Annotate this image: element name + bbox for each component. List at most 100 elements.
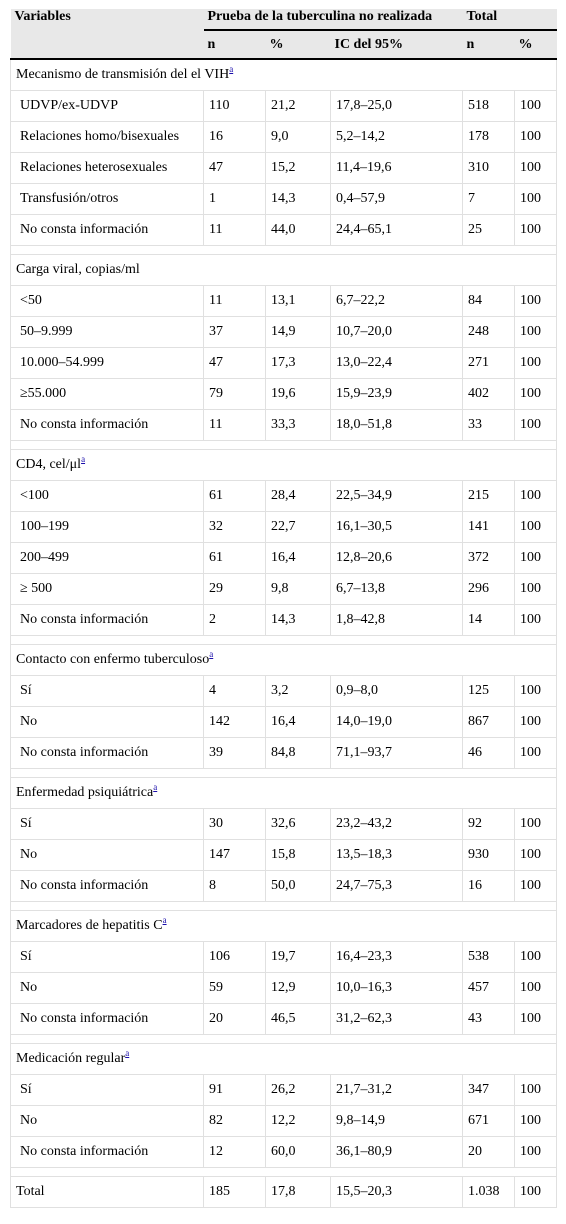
footnote-link[interactable]: a bbox=[209, 649, 214, 660]
row-label: No bbox=[10, 1105, 204, 1137]
spacer-cell bbox=[9, 440, 558, 450]
cell-total-n: 402 bbox=[462, 378, 516, 410]
row-label: No consta información bbox=[10, 1136, 204, 1168]
spacer-cell bbox=[9, 768, 558, 778]
footnote-marker: a bbox=[81, 452, 85, 465]
cell-ic: 18,0–51,8 bbox=[329, 409, 464, 441]
cell-n: 47 bbox=[203, 347, 266, 379]
row-label: ≥ 500 bbox=[10, 573, 204, 605]
table-row: <50 11 13,1 6,7–22,2 84 100 bbox=[10, 285, 558, 317]
cell-ic: 16,4–23,3 bbox=[329, 941, 464, 973]
group-title-text: Contacto con enfermo tuberculoso bbox=[16, 652, 210, 667]
cell-pct: 12,9 bbox=[265, 972, 331, 1004]
row-label: No bbox=[10, 972, 204, 1004]
row-label: Total bbox=[10, 1176, 204, 1208]
row-label: No consta información bbox=[10, 737, 204, 769]
cell-ic: 10,7–20,0 bbox=[329, 316, 464, 348]
footnote-link[interactable]: a bbox=[81, 454, 86, 465]
cell-pct: 60,0 bbox=[265, 1136, 331, 1168]
cell-n: 185 bbox=[203, 1176, 266, 1208]
cell-ic: 13,0–22,4 bbox=[329, 347, 464, 379]
spacer-cell bbox=[9, 1167, 558, 1177]
cell-ic: 12,8–20,6 bbox=[329, 542, 464, 574]
cell-n: 37 bbox=[203, 316, 266, 348]
table-row: No 82 12,2 9,8–14,9 671 100 bbox=[10, 1105, 558, 1137]
row-label: No consta información bbox=[10, 214, 204, 246]
header-total-pct: % bbox=[514, 29, 557, 60]
row-label: <100 bbox=[10, 480, 204, 512]
table-row: 10.000–54.999 47 17,3 13,0–22,4 271 100 bbox=[10, 347, 558, 379]
header-variables: Variables bbox=[10, 9, 204, 30]
cell-total-n: 92 bbox=[462, 808, 516, 840]
table-row: Sí 30 32,6 23,2–43,2 92 100 bbox=[10, 808, 558, 840]
header-ic: IC del 95% bbox=[330, 29, 463, 60]
header-pct: % bbox=[265, 29, 331, 60]
cell-ic: 11,4–19,6 bbox=[329, 152, 464, 184]
cell-total-n: 141 bbox=[462, 511, 516, 543]
cell-pct: 16,4 bbox=[265, 706, 331, 738]
row-label: Sí bbox=[10, 941, 204, 973]
group-title-text: Enfermedad psiquiátrica bbox=[16, 785, 154, 800]
spacer-row bbox=[9, 635, 558, 645]
group-row: Carga viral, copias/ml bbox=[9, 254, 558, 286]
cell-total-n: 178 bbox=[462, 121, 516, 153]
spacer-cell bbox=[9, 245, 558, 255]
table-row: 100–199 32 22,7 16,1–30,5 141 100 bbox=[10, 511, 558, 543]
cell-n: 47 bbox=[203, 152, 266, 184]
footnote-link[interactable]: a bbox=[162, 915, 167, 926]
cell-total-pct: 100 bbox=[514, 1136, 558, 1168]
group-title: Carga viral, copias/ml bbox=[9, 254, 558, 286]
cell-n: 11 bbox=[203, 409, 266, 441]
cell-ic: 36,1–80,9 bbox=[329, 1136, 464, 1168]
cell-total-n: 457 bbox=[462, 972, 516, 1004]
cell-ic: 5,2–14,2 bbox=[329, 121, 464, 153]
table-row: 200–499 61 16,4 12,8–20,6 372 100 bbox=[10, 542, 558, 574]
cell-ic: 15,9–23,9 bbox=[329, 378, 464, 410]
row-label: 200–499 bbox=[10, 542, 204, 574]
cell-total-n: 215 bbox=[462, 480, 516, 512]
cell-n: 59 bbox=[203, 972, 266, 1004]
cell-total-n: 14 bbox=[462, 604, 516, 636]
cell-n: 61 bbox=[203, 542, 266, 574]
row-label: <50 bbox=[10, 285, 204, 317]
footnote-link[interactable]: a bbox=[229, 64, 234, 75]
cell-total-n: 7 bbox=[462, 183, 516, 215]
cell-pct: 33,3 bbox=[265, 409, 331, 441]
table-row: 50–9.999 37 14,9 10,7–20,0 248 100 bbox=[10, 316, 558, 348]
cell-total-pct: 100 bbox=[514, 808, 558, 840]
table-row: No consta información 8 50,0 24,7–75,3 16 100 bbox=[10, 870, 558, 902]
cell-total-pct: 100 bbox=[514, 972, 558, 1004]
cell-n: 39 bbox=[203, 737, 266, 769]
footnote-link[interactable]: a bbox=[153, 782, 158, 793]
cell-ic: 71,1–93,7 bbox=[329, 737, 464, 769]
cell-total-n: 538 bbox=[462, 941, 516, 973]
cell-pct: 14,9 bbox=[265, 316, 331, 348]
cell-total-n: 248 bbox=[462, 316, 516, 348]
header-n: n bbox=[203, 29, 266, 60]
cell-total-n: 1.038 bbox=[462, 1176, 516, 1208]
row-label: 50–9.999 bbox=[10, 316, 204, 348]
table-row: No consta información 20 46,5 31,2–62,3 43 10… bbox=[10, 1003, 558, 1035]
cell-total-pct: 100 bbox=[514, 480, 558, 512]
footnote-link[interactable]: a bbox=[125, 1048, 130, 1059]
cell-total-pct: 100 bbox=[514, 542, 558, 574]
cell-n: 4 bbox=[203, 675, 266, 707]
cell-total-n: 43 bbox=[462, 1003, 516, 1035]
cell-pct: 9,8 bbox=[265, 573, 331, 605]
footnote-marker: a bbox=[153, 780, 157, 793]
group-title-text: Marcadores de hepatitis C bbox=[16, 918, 163, 933]
table-row: No 147 15,8 13,5–18,3 930 100 bbox=[10, 839, 558, 871]
row-label: Sí bbox=[10, 1074, 204, 1106]
cell-pct: 84,8 bbox=[265, 737, 331, 769]
cell-n: 142 bbox=[203, 706, 266, 738]
cell-pct: 32,6 bbox=[265, 808, 331, 840]
cell-pct: 12,2 bbox=[265, 1105, 331, 1137]
cell-total-n: 25 bbox=[462, 214, 516, 246]
cell-n: 12 bbox=[203, 1136, 266, 1168]
cell-total-n: 271 bbox=[462, 347, 516, 379]
table-row: Relaciones heterosexuales 47 15,2 11,4–19,6… bbox=[10, 152, 558, 184]
spacer-row bbox=[9, 768, 558, 778]
cell-total-pct: 100 bbox=[514, 573, 558, 605]
row-label: Sí bbox=[10, 675, 204, 707]
cell-n: 91 bbox=[203, 1074, 266, 1106]
